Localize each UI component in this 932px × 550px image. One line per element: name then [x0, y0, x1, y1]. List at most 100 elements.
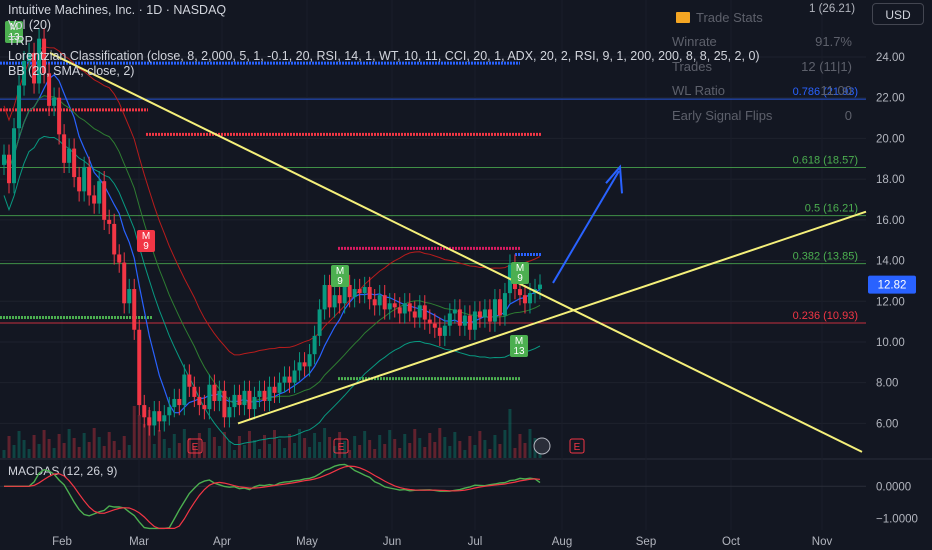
candle-body — [92, 195, 97, 204]
trade-stats-table: Winrate 91.7% Trades 12 (11|1) WL Ratio 11.… — [672, 30, 852, 128]
kernel-line — [3, 95, 541, 405]
signal-marker-count: 9 — [337, 276, 343, 287]
bb-legend[interactable]: BB (20, SMA, close, 2) — [8, 64, 135, 79]
candle-body — [147, 417, 152, 426]
axes: 24.00 22.00 20.00 18.00 16.00 14.00 12.00 10.00… — [52, 52, 918, 548]
volume-bar — [197, 433, 201, 458]
volume-bar — [298, 429, 302, 458]
price-tick-label: 22.00 — [876, 93, 905, 105]
volume-bar — [2, 450, 6, 458]
trp-legend[interactable]: TRP — [8, 33, 33, 48]
stat-row-wl-ratio: WL Ratio 11.00 — [672, 83, 852, 98]
volume-bar — [62, 443, 66, 458]
volume-bar — [27, 449, 31, 458]
candle-body — [177, 398, 182, 406]
vol-legend[interactable]: Vol (20) — [8, 18, 52, 33]
volume-bar — [167, 448, 171, 458]
volume-bar — [378, 435, 382, 458]
candle-body — [172, 398, 177, 408]
candle-body — [42, 38, 47, 74]
candle-body — [157, 411, 162, 422]
volume-bar — [443, 437, 447, 458]
volume-bar — [187, 438, 191, 458]
earnings-marker-letter: E — [192, 442, 199, 453]
signal-marker-count: 9 — [143, 241, 149, 252]
candle-body — [217, 390, 222, 402]
candle-body — [182, 374, 187, 406]
volume-bar — [42, 430, 46, 458]
candle-body — [77, 177, 82, 192]
candle-body — [302, 362, 307, 367]
signal-marker-count: 13 — [513, 346, 525, 357]
volume-bar — [343, 441, 347, 458]
volume-bar — [373, 449, 377, 458]
volume-bar — [283, 448, 287, 458]
volume-bar — [448, 446, 452, 458]
candle-body — [462, 315, 467, 326]
time-tick-label: Jun — [383, 536, 402, 548]
candle-body — [392, 303, 397, 308]
volume-bar — [463, 450, 467, 458]
candle-body — [62, 134, 67, 163]
volume-bar — [52, 448, 56, 458]
candle-body — [437, 327, 442, 336]
volume-bar — [393, 439, 397, 458]
candle-body — [242, 390, 247, 406]
fib-top-label: 1 (26.21) — [809, 3, 856, 15]
volume-bar — [293, 443, 297, 458]
candle-body — [327, 284, 332, 308]
candle-body — [497, 299, 502, 316]
volume-bar — [323, 428, 327, 458]
lorentzian-legend[interactable]: Lorentzian Classification (close, 8, 2,0… — [8, 48, 760, 63]
candle-body — [352, 289, 357, 298]
volume-bar — [137, 415, 141, 458]
candle-body — [132, 289, 137, 330]
signal-marker-count: 13 — [8, 32, 20, 43]
price-tick-label: 18.00 — [876, 174, 905, 186]
candle-body — [17, 85, 22, 129]
volume-bar — [267, 444, 271, 458]
volume-bar — [47, 439, 51, 458]
volume-bar — [493, 435, 497, 458]
volume-bar — [217, 446, 221, 458]
volume-bar — [202, 442, 206, 458]
candle-body — [397, 307, 402, 314]
stat-row-trades: Trades 12 (11|1) — [672, 58, 852, 74]
volume-bar — [112, 441, 116, 458]
candle-body — [227, 407, 232, 418]
currency-button[interactable]: USD — [872, 3, 924, 25]
candle-body — [82, 166, 87, 192]
earnings-marker-letter: E — [338, 442, 345, 453]
volume-bar — [498, 444, 502, 458]
candle-body — [407, 303, 412, 312]
symbol-title[interactable]: Intuitive Machines, Inc. · 1D · NASDAQ — [8, 3, 227, 17]
candle-body — [22, 61, 27, 86]
candle-body — [442, 325, 447, 336]
candle-body — [297, 362, 302, 371]
candle-body — [357, 289, 362, 294]
volume-bar — [32, 435, 36, 458]
candle-body — [37, 38, 42, 84]
candle-body — [467, 315, 472, 330]
time-tick-label: Mar — [129, 536, 149, 548]
price-tick-label: 14.00 — [876, 256, 905, 268]
candle-body — [517, 289, 522, 296]
candle-body — [212, 384, 217, 402]
volume-bar — [408, 443, 412, 458]
volume-bar — [67, 429, 71, 458]
volume-bar — [22, 440, 26, 458]
indicator-legend: Intuitive Machines, Inc. · 1D · NASDAQ V… — [8, 3, 760, 79]
macd-signal-line — [4, 465, 541, 529]
candle-body — [372, 299, 377, 306]
volume-bar — [383, 444, 387, 458]
candle-body — [282, 376, 287, 383]
candle-body — [207, 384, 212, 410]
bollinger-bands — [3, 46, 541, 445]
candle-body — [97, 181, 102, 204]
price-tick-label: 16.00 — [876, 215, 905, 227]
price-tick-label: 10.00 — [876, 337, 905, 349]
volume-bar — [242, 445, 246, 458]
volume-bar — [318, 442, 322, 458]
candle-body — [472, 311, 477, 330]
